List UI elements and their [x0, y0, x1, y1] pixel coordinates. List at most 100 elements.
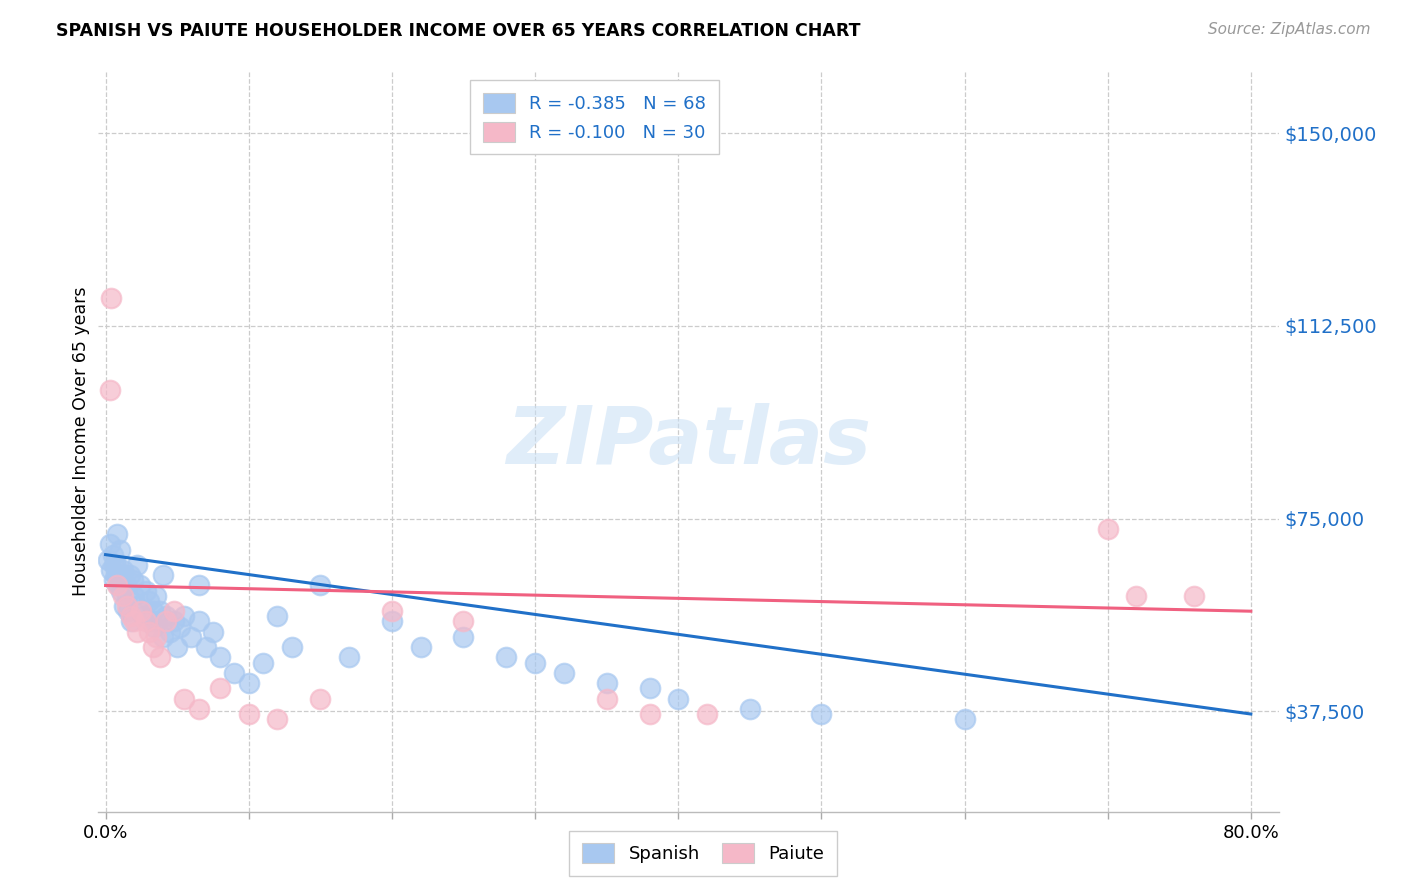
- Point: [163, 615, 186, 629]
- Point: [145, 630, 167, 644]
- Point: [129, 578, 152, 592]
- Point: [152, 568, 174, 582]
- Point: [131, 604, 153, 618]
- Point: [141, 615, 163, 629]
- Point: [155, 609, 177, 624]
- Point: [118, 568, 141, 582]
- Point: [180, 630, 202, 644]
- Point: [252, 656, 274, 670]
- Point: [100, 563, 122, 577]
- Point: [125, 558, 148, 572]
- Point: [97, 553, 120, 567]
- Point: [155, 615, 177, 629]
- Point: [309, 578, 332, 592]
- Point: [187, 615, 209, 629]
- Text: Source: ZipAtlas.com: Source: ZipAtlas.com: [1208, 22, 1371, 37]
- Point: [107, 568, 129, 582]
- Point: [120, 609, 142, 624]
- Point: [115, 599, 138, 613]
- Point: [209, 681, 232, 696]
- Point: [125, 599, 148, 613]
- Point: [117, 604, 139, 618]
- Point: [142, 604, 165, 618]
- Point: [201, 624, 224, 639]
- Point: [152, 630, 174, 644]
- Point: [145, 589, 167, 603]
- Point: [638, 706, 661, 721]
- Point: [953, 712, 976, 726]
- Point: [238, 706, 260, 721]
- Point: [101, 548, 124, 562]
- Point: [135, 583, 157, 598]
- Point: [173, 691, 195, 706]
- Point: [132, 609, 155, 624]
- Point: [810, 706, 832, 721]
- Point: [553, 665, 575, 680]
- Point: [381, 615, 404, 629]
- Point: [169, 620, 191, 634]
- Point: [149, 650, 172, 665]
- Point: [266, 712, 288, 726]
- Point: [104, 558, 127, 572]
- Point: [666, 691, 689, 706]
- Point: [120, 615, 142, 629]
- Legend: Spanish, Paiute: Spanish, Paiute: [569, 830, 837, 876]
- Point: [159, 624, 181, 639]
- Point: [114, 578, 136, 592]
- Point: [122, 615, 145, 629]
- Point: [110, 583, 132, 598]
- Point: [98, 383, 121, 397]
- Point: [337, 650, 360, 665]
- Point: [98, 537, 121, 551]
- Point: [1182, 589, 1205, 603]
- Point: [105, 578, 128, 592]
- Point: [100, 291, 122, 305]
- Point: [166, 640, 188, 655]
- Point: [266, 609, 288, 624]
- Point: [138, 624, 160, 639]
- Point: [146, 615, 169, 629]
- Point: [135, 615, 157, 629]
- Point: [111, 589, 134, 603]
- Point: [103, 558, 125, 572]
- Point: [524, 656, 547, 670]
- Point: [595, 676, 617, 690]
- Legend: R = -0.385   N = 68, R = -0.100   N = 30: R = -0.385 N = 68, R = -0.100 N = 30: [470, 80, 718, 154]
- Point: [121, 574, 143, 588]
- Point: [595, 691, 617, 706]
- Point: [187, 702, 209, 716]
- Point: [1125, 589, 1147, 603]
- Point: [111, 563, 134, 577]
- Point: [209, 650, 232, 665]
- Point: [738, 702, 761, 716]
- Point: [107, 578, 129, 592]
- Text: SPANISH VS PAIUTE HOUSEHOLDER INCOME OVER 65 YEARS CORRELATION CHART: SPANISH VS PAIUTE HOUSEHOLDER INCOME OVE…: [56, 22, 860, 40]
- Point: [638, 681, 661, 696]
- Point: [142, 640, 165, 655]
- Point: [104, 568, 127, 582]
- Point: [112, 599, 135, 613]
- Point: [453, 615, 475, 629]
- Point: [115, 589, 138, 603]
- Point: [224, 665, 246, 680]
- Point: [105, 527, 128, 541]
- Point: [495, 650, 517, 665]
- Point: [108, 542, 131, 557]
- Point: [163, 604, 186, 618]
- Point: [143, 620, 166, 634]
- Point: [409, 640, 432, 655]
- Point: [138, 594, 160, 608]
- Y-axis label: Householder Income Over 65 years: Householder Income Over 65 years: [72, 287, 90, 596]
- Point: [194, 640, 217, 655]
- Text: ZIPatlas: ZIPatlas: [506, 402, 872, 481]
- Point: [280, 640, 302, 655]
- Point: [238, 676, 260, 690]
- Point: [453, 630, 475, 644]
- Point: [187, 578, 209, 592]
- Point: [173, 609, 195, 624]
- Point: [149, 604, 172, 618]
- Point: [122, 589, 145, 603]
- Point: [381, 604, 404, 618]
- Point: [125, 624, 148, 639]
- Point: [309, 691, 332, 706]
